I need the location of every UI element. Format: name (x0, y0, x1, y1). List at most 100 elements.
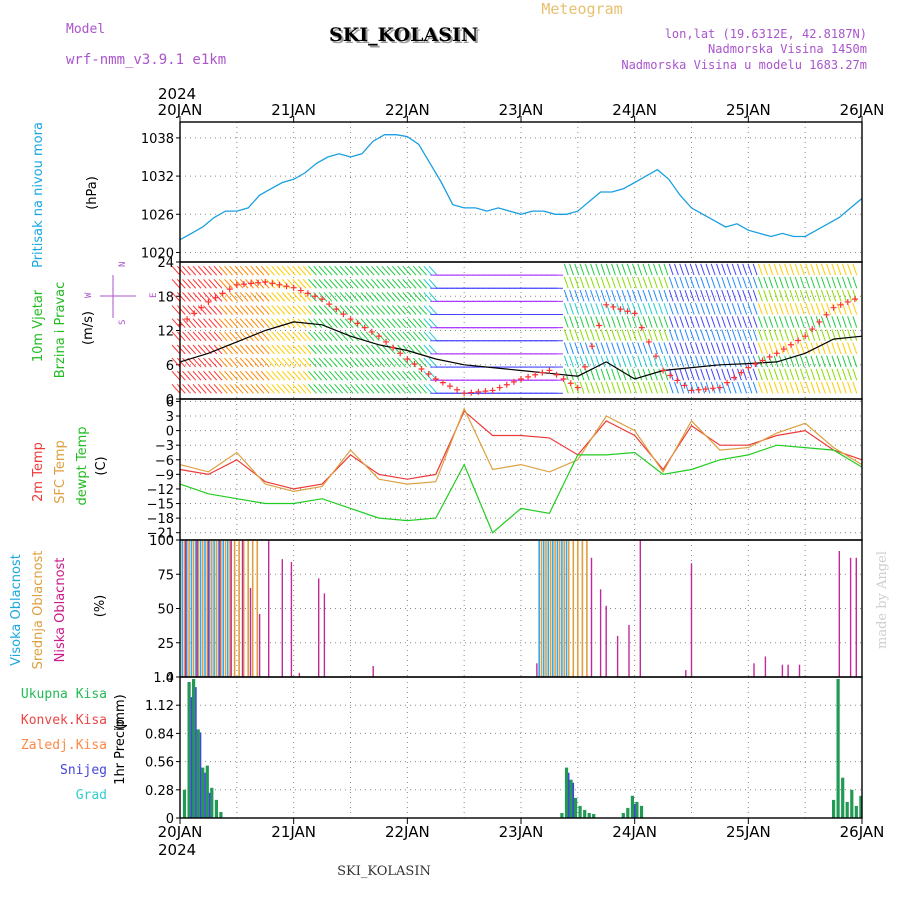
wind-barb (302, 331, 312, 342)
wind-barb (281, 357, 291, 368)
wind-barb (794, 355, 800, 368)
ytick-label: −3 (155, 439, 174, 454)
precip-total-bar (578, 805, 582, 818)
wind-barb (852, 381, 858, 394)
wind-direction-mark (539, 369, 546, 376)
wind-barb (386, 265, 396, 276)
wind-barb (250, 331, 260, 342)
wind-direction-mark (652, 353, 659, 360)
wind-barb (794, 342, 800, 355)
wind-barb (281, 331, 291, 342)
wind-barb (747, 316, 753, 328)
wind-barb (721, 316, 727, 328)
wind-barb (700, 329, 706, 341)
wind-barb (737, 316, 742, 328)
wind-barb (360, 344, 370, 355)
wind-barb (836, 289, 842, 302)
xtick-label-bottom: 24JAN (612, 823, 657, 841)
ytick-label: −18 (147, 512, 174, 527)
wind-barb (381, 318, 391, 328)
wind-barb (224, 370, 233, 381)
wind-barb (695, 355, 700, 368)
wind-barb (841, 342, 847, 355)
wind-barb (187, 331, 197, 342)
wind-barb (329, 383, 338, 394)
wind-barb (381, 265, 391, 276)
wind-barb (428, 344, 438, 355)
wind-barb (329, 318, 338, 328)
precip-total-bar (214, 799, 218, 818)
wind-barb (266, 383, 275, 394)
xtick-label-top: 25JAN (726, 101, 771, 119)
wind-barb (418, 278, 427, 289)
wind-barb (365, 305, 375, 315)
wind-barb (239, 344, 249, 355)
wind-barb (418, 357, 427, 368)
wind-barb (302, 305, 312, 315)
wind-direction-mark (326, 301, 333, 308)
wind-barb (710, 342, 716, 355)
wind-barb (658, 355, 664, 368)
wind-barb (590, 303, 595, 315)
wind-barb (208, 331, 218, 342)
legend-snow: Snijeg (60, 763, 107, 778)
cloud-low-bar (298, 672, 301, 677)
wind-direction-mark (297, 287, 304, 294)
cloud-mid-bar (229, 540, 231, 677)
wind-barb (726, 263, 732, 276)
wind-barb (584, 289, 590, 302)
wind-barb (784, 342, 790, 355)
wind-barb (768, 289, 774, 302)
wind-barb (276, 305, 286, 315)
wind-barb (852, 263, 858, 276)
wind-barb (731, 263, 737, 276)
wind-barb (412, 344, 422, 355)
wind-direction-mark (787, 341, 794, 348)
wind-barb (695, 263, 700, 276)
wind-barb (841, 289, 847, 302)
wind-barb (841, 368, 847, 381)
wind-barb (757, 276, 763, 289)
precip-total-bar (569, 779, 573, 818)
wind-barb (705, 276, 711, 289)
wind-barb (569, 329, 574, 341)
cloud-mid-bar (549, 540, 552, 677)
cloud-high-bar (556, 540, 559, 677)
wind-barb (308, 305, 317, 315)
wind-barb (752, 263, 758, 276)
wind-barb (292, 278, 302, 289)
wind-barb (590, 276, 595, 289)
wind-barb (789, 263, 795, 276)
wind-barb (313, 383, 323, 394)
wind-barb (768, 368, 774, 381)
xtick-label-top: 21JAN (271, 101, 316, 119)
wind-barb (789, 368, 795, 381)
wind-barb (595, 303, 601, 315)
wind-barb (820, 303, 826, 315)
wind-barb (658, 329, 664, 341)
wind-barb (668, 329, 674, 341)
wind-barb (318, 370, 328, 381)
wind-barb (784, 381, 790, 394)
wind-barb (737, 355, 742, 368)
wind-barb (799, 381, 805, 394)
wind-barb (632, 276, 637, 289)
wind-barb (752, 342, 758, 355)
wind-barb (250, 357, 260, 368)
wind-barb (742, 276, 748, 289)
cloud-high-bar (565, 540, 568, 677)
wind-barb (371, 265, 380, 276)
wind-barb (329, 278, 338, 289)
wind-barb (271, 383, 281, 394)
wind-barb (187, 370, 197, 381)
wind-barb (334, 383, 344, 394)
wind-barb (402, 370, 412, 381)
temperature-panel: 630−3−6−9−12−15−18−21 (147, 395, 863, 542)
wind-barb (852, 303, 858, 315)
wind-barb (245, 344, 254, 355)
cloud-low-bar (196, 540, 198, 677)
wind-barb (397, 265, 406, 276)
wind-barb (245, 383, 254, 394)
wind-direction-mark (759, 357, 766, 364)
wind-direction-mark (667, 372, 674, 379)
